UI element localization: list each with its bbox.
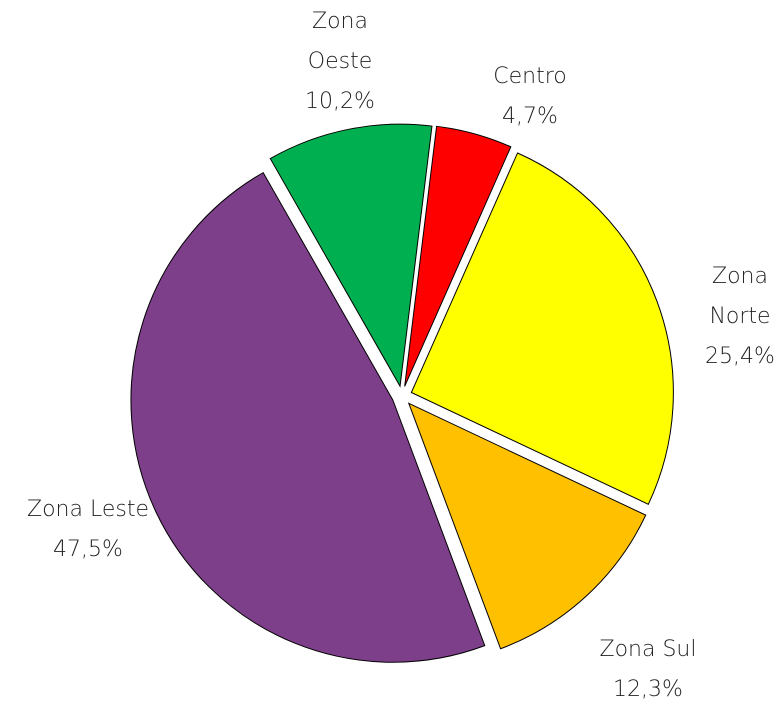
slice-label: Zona Oeste [308,9,372,74]
slice-label-line: Zona [312,9,368,34]
pie-slice [410,152,674,505]
slice-label-line: Zona [712,264,768,289]
slice-value-label: 12,3% [613,677,683,702]
slice-label: Zona Norte [709,264,770,329]
pie-slice [130,171,486,663]
slice-value-label: 25,4% [705,344,775,369]
slice-label-line: Oeste [308,49,372,74]
pie-slice [407,402,647,650]
slice-label: Zona Sul [600,637,697,662]
slice-value-label: 47,5% [53,537,123,562]
slice-label-line: Norte [709,304,770,329]
slice-value-label: 4,7% [502,104,558,129]
slice-label: Zona Leste [27,497,149,522]
pie-slice [404,125,512,387]
slice-label: Centro [493,64,567,89]
slice-value-label: 10,2% [305,89,375,114]
pie-slice [269,123,433,388]
